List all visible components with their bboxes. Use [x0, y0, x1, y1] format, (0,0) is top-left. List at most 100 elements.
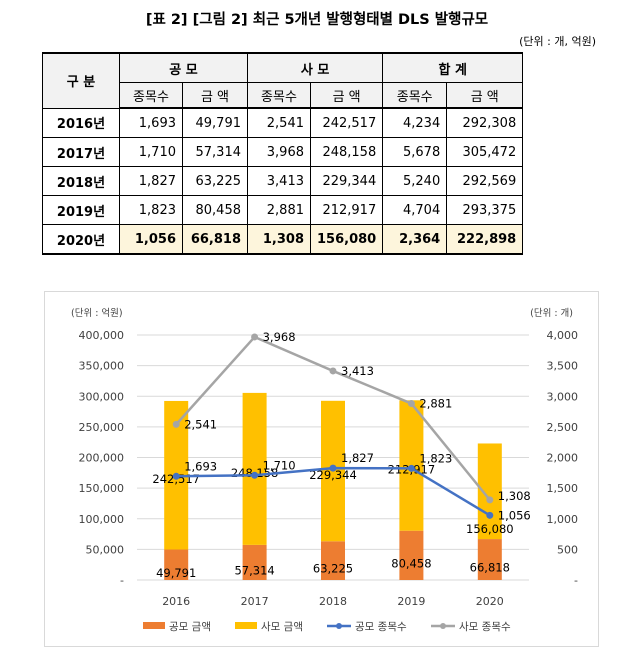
cell-value: 49,791: [182, 107, 248, 138]
public-count-label: 1,693: [184, 459, 217, 473]
cell-value: 2,364: [382, 224, 448, 255]
header-count: 종목수: [382, 82, 448, 109]
cell-value: 1,056: [119, 224, 183, 255]
left-tick-label: 150,000: [79, 482, 125, 495]
public-amount-label: 63,225: [313, 562, 353, 576]
public-count-label: 1,710: [263, 458, 296, 472]
row-year: 2017년: [42, 137, 120, 167]
right-tick-label: 2,000: [547, 452, 579, 465]
public-count-label: 1,827: [341, 451, 374, 465]
row-year: 2019년: [42, 195, 120, 225]
cell-value: 2,541: [247, 107, 311, 138]
cell-value: 242,517: [309, 107, 384, 138]
cell-value: 1,693: [119, 107, 183, 138]
public-amount-bar: [399, 530, 424, 580]
public-amount-label: 57,314: [234, 563, 274, 577]
header-amount: 금 액: [446, 82, 524, 109]
public-amount-bar: [477, 539, 502, 580]
cell-value: 66,818: [182, 224, 248, 255]
cell-value: 80,458: [182, 195, 248, 225]
private-count-point: [172, 420, 180, 428]
right-tick-label: -: [574, 574, 578, 587]
left-tick-label: 400,000: [79, 329, 125, 342]
cell-value: 57,314: [182, 137, 248, 167]
header-category: 구 분: [42, 52, 120, 109]
cell-value: 222,898: [446, 224, 524, 255]
row-year: 2020년: [42, 224, 120, 255]
cell-value: 3,413: [247, 166, 311, 196]
public-amount-label: 66,818: [470, 561, 510, 575]
table-unit: (단위 : 개, 억원): [519, 35, 596, 48]
private-amount-bar: [242, 392, 267, 545]
row-year: 2018년: [42, 166, 120, 196]
cell-value: 229,344: [309, 166, 384, 196]
private-amount-label: 156,080: [466, 522, 514, 536]
right-tick-label: 2,500: [547, 421, 579, 434]
x-tick-label: 2018: [319, 595, 347, 608]
left-tick-label: -: [120, 574, 124, 587]
table-row: 2018년 1,827 63,225 3,413 229,344 5,240 292,569: [42, 166, 524, 196]
cell-value: 1,710: [119, 137, 183, 167]
right-axis-unit: (단위 : 개): [530, 307, 573, 319]
cell-value: 1,827: [119, 166, 183, 196]
header-amount: 금 액: [309, 82, 384, 109]
table-row: 2016년 1,693 49,791 2,541 242,517 4,234 292,308: [42, 107, 524, 138]
legend-label: 공모 금액: [169, 621, 211, 633]
x-tick-label: 2020: [476, 595, 504, 608]
right-tick-label: 500: [557, 543, 578, 556]
public-count-point: [251, 471, 259, 479]
header-count: 종목수: [119, 82, 183, 109]
private-count-label: 3,968: [263, 330, 296, 344]
x-tick-label: 2019: [397, 595, 425, 608]
cell-value: 63,225: [182, 166, 248, 196]
issuance-chart: (단위 : 억원) (단위 : 개) - - 50,000 500 100,000 1,000…: [44, 291, 599, 647]
x-tick-label: 2016: [162, 595, 190, 608]
public-amount-label: 80,458: [391, 556, 431, 570]
left-tick-label: 50,000: [86, 543, 125, 556]
private-count-point: [329, 367, 337, 375]
public-count-point: [486, 511, 494, 519]
x-tick-label: 2017: [241, 595, 269, 608]
public-count-label: 1,056: [498, 508, 531, 522]
cell-value: 4,234: [382, 107, 448, 138]
left-tick-label: 300,000: [79, 390, 125, 403]
cell-value: 4,704: [382, 195, 448, 225]
legend-label: 공모 종목수: [355, 621, 407, 633]
left-tick-label: 350,000: [79, 360, 125, 373]
cell-value: 1,308: [247, 224, 311, 255]
cell-value: 293,375: [446, 195, 524, 225]
public-count-point: [407, 464, 415, 472]
public-count-label: 1,823: [419, 451, 452, 465]
header-total: 합 계: [382, 52, 524, 83]
document-title: [표 2] [그림 2] 최근 5개년 발행형태별 DLS 발행규모: [145, 12, 489, 28]
left-tick-label: 100,000: [79, 513, 125, 526]
private-count-label: 1,308: [498, 489, 531, 503]
public-count-point: [172, 472, 180, 480]
public-count-point: [329, 464, 337, 472]
private-count-label: 3,413: [341, 364, 374, 378]
public-amount-bar: [164, 549, 189, 580]
cell-value: 1,823: [119, 195, 183, 225]
private-amount-label: 229,344: [309, 468, 357, 482]
legend-marker: [440, 623, 446, 629]
public-amount-bar: [321, 541, 345, 580]
cell-value: 248,158: [309, 137, 384, 167]
right-tick-label: 3,000: [547, 390, 579, 403]
header-amount: 금 액: [182, 82, 248, 109]
table-row: 2017년 1,710 57,314 3,968 248,158 5,678 305,472: [42, 137, 524, 167]
cell-value: 156,080: [309, 224, 384, 255]
legend-swatch: [143, 622, 165, 629]
legend-label: 사모 종목수: [459, 621, 511, 633]
legend-marker: [336, 623, 342, 629]
right-tick-label: 1,000: [547, 513, 579, 526]
legend-label: 사모 금액: [261, 621, 303, 633]
left-tick-label: 200,000: [79, 452, 125, 465]
private-count-point: [407, 400, 415, 408]
private-count-label: 2,541: [184, 417, 217, 431]
legend-swatch: [235, 622, 257, 629]
header-count: 종목수: [247, 82, 311, 109]
table-row: 2019년 1,823 80,458 2,881 212,917 4,704 293,375: [42, 195, 524, 225]
cell-value: 305,472: [446, 137, 524, 167]
private-count-point: [486, 496, 494, 504]
cell-value: 2,881: [247, 195, 311, 225]
